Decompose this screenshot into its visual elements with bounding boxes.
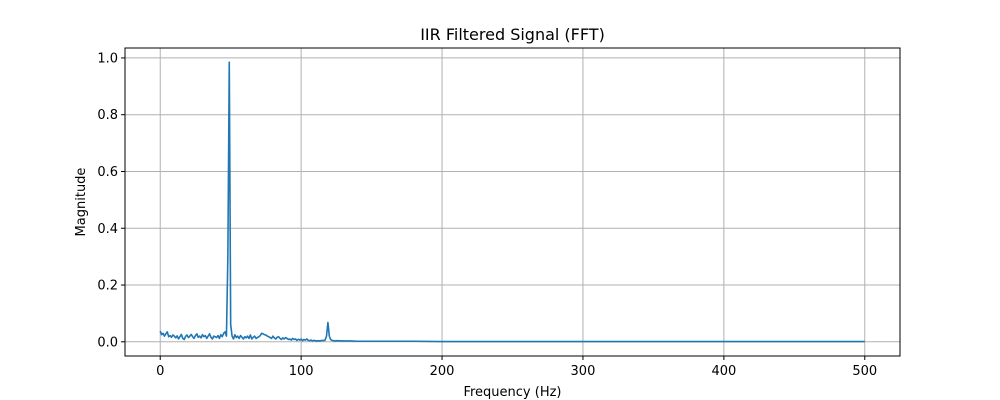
y-tick-label: 0.0 [97, 335, 118, 350]
y-tick-label: 1.0 [97, 51, 118, 66]
x-tick-label: 200 [430, 364, 455, 379]
series-line [159, 61, 865, 343]
y-axis-label: Magnitude [74, 168, 89, 237]
x-tick-label: 400 [711, 364, 736, 379]
grid-layer [125, 48, 900, 356]
x-tick-label: 500 [852, 364, 877, 379]
tick-layer: 0 100 200 300 400 500 0.0 0.2 0.4 0.6 0.8 1.0 [97, 51, 877, 379]
y-tick-label: 0.8 [97, 108, 118, 123]
chart-title: IIR Filtered Signal (FFT) [420, 25, 605, 44]
series-layer [159, 61, 865, 343]
plot-frame [124, 47, 901, 357]
x-axis-label: Frequency (Hz) [463, 385, 561, 400]
y-tick-label: 0.4 [97, 222, 118, 237]
y-tick-label: 0.2 [97, 279, 118, 294]
x-tick-label: 300 [571, 364, 596, 379]
x-tick-label: 0 [156, 364, 164, 379]
x-tick-label: 100 [289, 364, 314, 379]
y-tick-label: 0.6 [97, 165, 118, 180]
